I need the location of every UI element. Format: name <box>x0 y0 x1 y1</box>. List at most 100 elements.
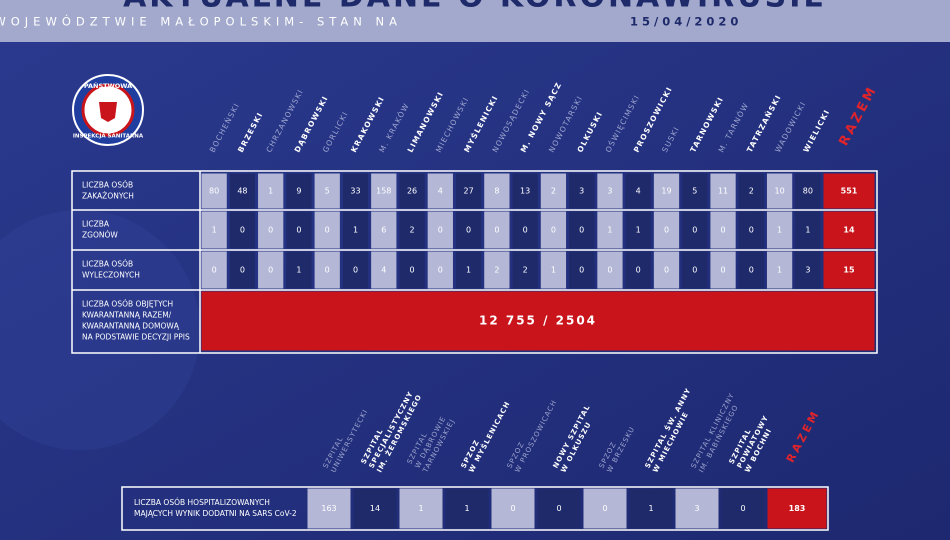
cell <box>201 211 227 249</box>
cell <box>537 488 581 529</box>
cell <box>766 251 793 289</box>
total-cell-value: 15 <box>843 266 855 275</box>
cell <box>682 173 708 209</box>
cell <box>229 211 256 249</box>
total-cell-value: 14 <box>843 226 855 235</box>
cell <box>540 251 567 289</box>
row-label: WYLECZONYCH <box>82 271 140 280</box>
row-label: LICZBA <box>82 220 110 229</box>
cell <box>399 251 425 289</box>
cell-value: 158 <box>376 187 391 196</box>
row-label: MAJĄCYCH WYNIK DODATNI NA SARS CoV-2 <box>134 509 297 518</box>
cell <box>597 211 623 249</box>
quarantine-value: 12 755 / 2504 <box>479 314 597 328</box>
cell-value: 2 <box>523 266 528 275</box>
cell <box>427 211 453 249</box>
cell <box>201 251 227 289</box>
cell-value: 0 <box>409 266 414 275</box>
cell <box>342 211 369 249</box>
cell-value: 0 <box>494 226 499 235</box>
cell-value: 0 <box>212 266 217 275</box>
cell-value: 0 <box>510 504 515 513</box>
cell-value: 0 <box>523 226 528 235</box>
cell-value: 163 <box>321 504 336 513</box>
cell <box>625 211 651 249</box>
cell-value: 4 <box>438 187 443 196</box>
cell <box>540 173 567 209</box>
cell-value: 4 <box>381 266 386 275</box>
cell <box>371 251 397 289</box>
cell <box>484 173 510 209</box>
logo-emblem <box>99 102 117 122</box>
cell <box>229 173 256 209</box>
cell-value: 2 <box>749 187 754 196</box>
cell <box>569 173 595 209</box>
cell <box>766 211 793 249</box>
cell <box>738 211 764 249</box>
cell-value: 1 <box>777 226 782 235</box>
quarantine-cell <box>201 291 875 351</box>
total-cell <box>823 211 875 249</box>
cell <box>484 211 510 249</box>
cell-value: 0 <box>749 226 754 235</box>
total-cell-value: 551 <box>841 187 858 196</box>
cell-value: 0 <box>268 266 273 275</box>
cell <box>710 173 736 209</box>
cell <box>682 251 708 289</box>
cell-value: 0 <box>438 226 443 235</box>
cell <box>795 211 821 249</box>
cell-value: 1 <box>636 226 641 235</box>
cell <box>583 488 627 529</box>
cell-value: 80 <box>803 187 813 196</box>
cell <box>286 251 312 289</box>
cell-value: 0 <box>268 226 273 235</box>
cell-value: 0 <box>720 226 725 235</box>
cell-value: 14 <box>370 504 380 513</box>
cell <box>569 211 595 249</box>
cell-value: 80 <box>209 187 219 196</box>
cell <box>795 173 821 209</box>
cell <box>721 488 765 529</box>
cell-value: 0 <box>325 266 330 275</box>
cell-value: 48 <box>237 187 247 196</box>
header-band <box>0 0 950 42</box>
cell <box>738 251 764 289</box>
cell-value: 2 <box>409 226 414 235</box>
cell <box>682 211 708 249</box>
cell-value: 0 <box>438 266 443 275</box>
total-cell-value: 183 <box>789 504 806 513</box>
logo-top: PAŃSTWOWA <box>84 81 132 90</box>
cell-value: 3 <box>694 504 699 513</box>
cell-value: 11 <box>718 187 728 196</box>
cell <box>455 251 482 289</box>
cell <box>399 488 443 529</box>
cell <box>342 173 369 209</box>
cell <box>766 173 793 209</box>
cell-value: 3 <box>579 187 584 196</box>
row-label: ZAKAŻONYCH <box>82 192 134 201</box>
cell-value: 2 <box>494 266 499 275</box>
cell <box>371 173 397 209</box>
cell <box>455 173 482 209</box>
cell-value: 1 <box>805 226 810 235</box>
cell <box>286 173 312 209</box>
cell <box>286 211 312 249</box>
cell <box>625 251 651 289</box>
cell-value: 1 <box>551 266 556 275</box>
cell <box>597 173 623 209</box>
cell-value: 1 <box>418 504 423 513</box>
cell <box>653 211 680 249</box>
cell-value: 1 <box>777 266 782 275</box>
cell <box>258 251 284 289</box>
cell <box>314 173 340 209</box>
subtitle: W WOJEWÓDZTWIE MAŁOPOLSKIM- STAN NA <box>0 14 402 29</box>
cell-value: 0 <box>296 226 301 235</box>
cell <box>569 251 595 289</box>
cell <box>307 488 351 529</box>
cell-value: 0 <box>579 226 584 235</box>
cell-value: 1 <box>268 187 273 196</box>
cell-value: 1 <box>648 504 653 513</box>
cell-value: 0 <box>664 226 669 235</box>
cell-value: 1 <box>212 226 217 235</box>
